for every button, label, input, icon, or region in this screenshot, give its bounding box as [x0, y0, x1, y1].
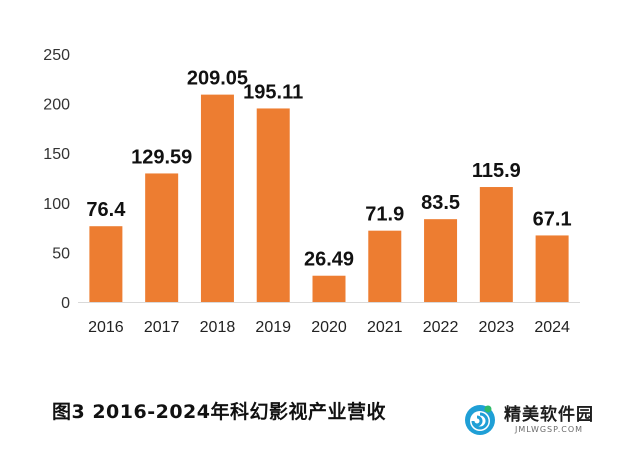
data-label: 129.59 [131, 146, 192, 168]
swirl-logo-icon [465, 405, 495, 435]
data-label: 115.9 [472, 160, 521, 182]
x-tick-label: 2017 [144, 319, 180, 336]
data-label: 71.9 [365, 204, 404, 226]
bar [145, 173, 179, 302]
site-logo: 精美软件园 JMLWGSP.COM [462, 402, 594, 438]
bar [312, 275, 346, 302]
x-tick-label: 2022 [423, 319, 459, 336]
y-tick-label: 50 [52, 245, 70, 262]
x-tick-label: 2023 [479, 319, 515, 336]
figure-caption: 图3 2016-2024年科幻影视产业营收 [52, 401, 386, 423]
logo-name: 精美软件园 [504, 405, 594, 425]
data-label: 195.11 [243, 81, 303, 103]
y-tick-label: 250 [43, 47, 70, 64]
y-tick-label: 0 [61, 295, 70, 312]
bar [89, 226, 123, 302]
bar-chart: 0 50 100 150 200 250 76.4 2016 129.59 2017 209.05 2… [43, 47, 580, 336]
bar [479, 187, 513, 302]
data-label: 209.05 [187, 68, 248, 90]
x-tick-label: 2024 [534, 319, 570, 336]
x-tick-label: 2021 [367, 319, 403, 336]
data-label: 67.1 [533, 208, 572, 230]
bar [200, 94, 234, 302]
y-tick-label: 100 [43, 196, 70, 213]
x-tick-label: 2018 [200, 319, 236, 336]
data-label: 26.49 [304, 249, 354, 271]
logo-url: JMLWGSP.COM [514, 425, 584, 434]
bar [256, 108, 290, 302]
x-tick-label: 2016 [88, 319, 124, 336]
x-tick-label: 2019 [255, 319, 291, 336]
x-tick-label: 2020 [311, 319, 347, 336]
bar [424, 219, 458, 302]
bar [535, 235, 569, 302]
y-tick-label: 200 [43, 97, 70, 114]
data-label: 76.4 [86, 199, 126, 221]
y-tick-label: 150 [43, 146, 70, 163]
bar [368, 230, 402, 302]
data-label: 83.5 [421, 192, 460, 214]
